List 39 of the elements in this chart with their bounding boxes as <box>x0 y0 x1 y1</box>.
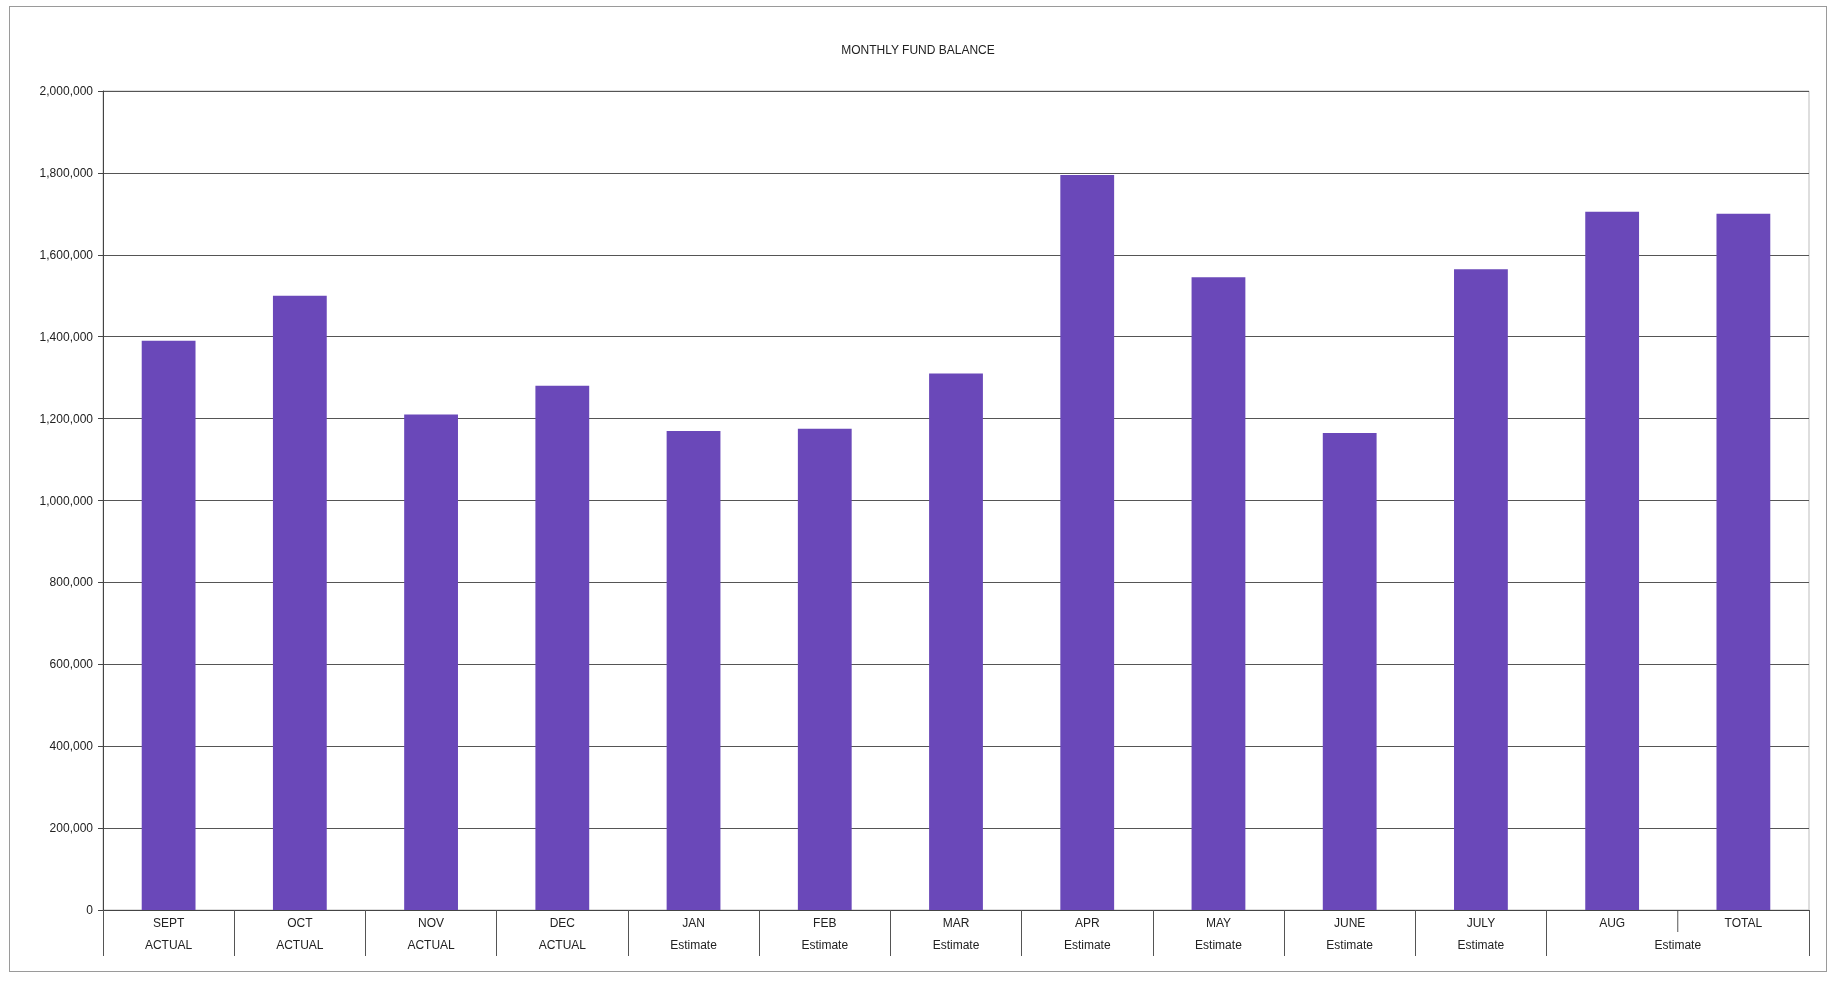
x-tick-label: MAY Estimate <box>1195 916 1243 952</box>
bar <box>404 414 458 910</box>
y-tick-label: 1,400,000 <box>39 329 94 344</box>
x-tick-label: AUG <box>1599 916 1626 930</box>
chart-title: MONTHLY FUND BALANCE <box>841 43 995 57</box>
bar <box>666 430 721 910</box>
bar <box>1585 211 1640 910</box>
bar <box>141 340 196 910</box>
bar <box>1322 432 1377 910</box>
y-tick-label: 1,200,000 <box>39 411 94 426</box>
bar <box>1454 269 1508 910</box>
x-tick-label: NOV ACTUAL <box>407 916 456 952</box>
x-tick-label: DEC ACTUAL <box>538 916 587 952</box>
bar <box>1716 213 1771 910</box>
y-tick-label: 800,000 <box>49 575 94 590</box>
y-tick-label: 0 <box>86 903 94 917</box>
x-tick-label: JAN Estimate <box>670 916 718 952</box>
x-tick-label: SEPT ACTUAL <box>144 916 193 952</box>
y-tick-label: 1,800,000 <box>39 165 94 180</box>
bar <box>797 428 852 910</box>
y-tick-label: 2,000,000 <box>39 84 94 98</box>
bar <box>929 373 983 910</box>
y-tick-label: 200,000 <box>49 821 94 836</box>
x-tick-label: TOTAL <box>1724 916 1763 930</box>
bar <box>1191 277 1246 910</box>
bar <box>272 295 327 910</box>
y-tick-label: 1,600,000 <box>39 247 94 262</box>
text: Estimate <box>1654 938 1702 952</box>
x-tick-label: FEB Estimate <box>801 916 849 952</box>
y-tick-label: 1,000,000 <box>39 493 94 508</box>
x-tick-label: OCT ACTUAL <box>276 916 324 952</box>
y-tick-label: 600,000 <box>49 657 94 672</box>
x-tick-label: JUNE Estimate <box>1326 916 1374 952</box>
bar <box>535 385 590 910</box>
x-tick-label: MAR Estimate <box>932 916 980 952</box>
x-tick-label: JULY Estimate <box>1457 916 1505 952</box>
x-tick-label: APR Estimate <box>1063 916 1111 952</box>
y-tick-label: 400,000 <box>49 739 94 754</box>
bar <box>1060 174 1115 910</box>
